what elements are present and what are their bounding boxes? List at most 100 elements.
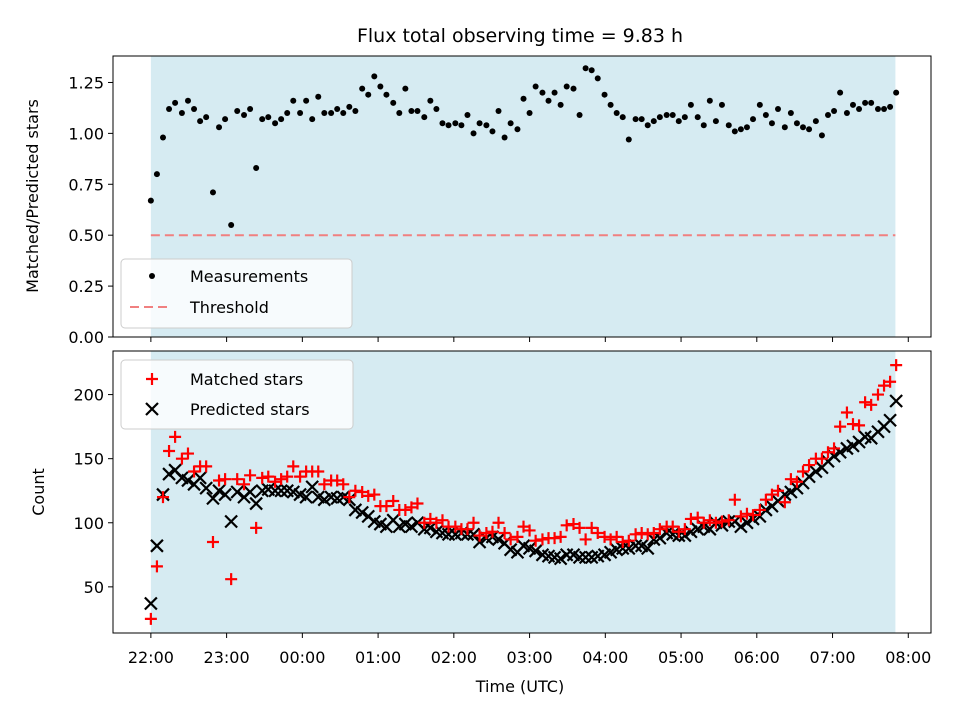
bottom-x-ticks: 22:00 23:00 00:00 01:00 02:00 03:00 04:00 05:00… — [128, 633, 931, 667]
matched-star-point — [418, 516, 431, 529]
matched-star-point — [486, 525, 499, 538]
matched-star-point — [362, 489, 375, 502]
bottom-legend: Matched stars Predicted stars — [120, 359, 354, 430]
measurement-point — [768, 120, 775, 127]
x-tick-label: 01:00 — [355, 648, 401, 667]
matched-star-point — [784, 473, 797, 486]
matched-star-point — [591, 527, 604, 540]
predicted-star-point — [218, 487, 232, 502]
x-tick-label: 07:00 — [809, 648, 855, 667]
measurement-point — [209, 189, 216, 196]
measurement-point — [545, 97, 552, 104]
matched-star-point — [262, 470, 275, 483]
measurement-point — [216, 124, 223, 131]
matched-star-point — [461, 523, 474, 536]
measurement-point — [806, 126, 813, 133]
matched-star-point — [709, 516, 722, 529]
bottom-panel: 50 100 150 200 22:00 23:00 00:00 01:00 02:00 03:… — [29, 350, 932, 696]
matched-star-point — [368, 488, 381, 501]
measurement-point — [520, 95, 527, 102]
measurement-point — [359, 85, 366, 92]
matched-star-point — [250, 521, 263, 534]
x-tick-label: 04:00 — [582, 648, 628, 667]
measurement-point — [433, 105, 440, 112]
matched-star-point — [840, 406, 853, 419]
chart-title: Flux total observing time = 9.83 h — [357, 25, 683, 47]
legend-matched-label: Matched stars — [190, 370, 303, 389]
top-y-tick-label: 1.25 — [68, 73, 104, 92]
predicted-star-point — [305, 480, 319, 494]
matched-star-point — [244, 469, 257, 482]
predicted-star-point — [355, 505, 369, 520]
measurement-point — [309, 116, 316, 123]
measurement-point — [346, 103, 353, 110]
matched-star-point — [511, 530, 524, 543]
measurement-point — [607, 101, 614, 108]
measurement-point — [507, 120, 514, 127]
predicted-star-point — [249, 496, 263, 511]
bottom-panel-frame — [112, 350, 932, 634]
measurement-point — [532, 83, 539, 90]
matched-star-point — [144, 612, 157, 625]
predicted-star-point — [472, 535, 487, 549]
matched-star-point — [703, 514, 716, 527]
measurement-point — [228, 222, 235, 229]
predicted-star-point — [553, 551, 568, 566]
top-y-tick-label: 0.25 — [68, 277, 104, 296]
matched-star-point — [691, 511, 704, 524]
predicted-star-point — [809, 464, 823, 479]
bottom-y-tick-label: 150 — [73, 450, 104, 469]
matched-star-point — [778, 496, 791, 509]
matched-star-point — [287, 460, 300, 473]
measurement-point — [514, 126, 521, 133]
measurement-point — [594, 75, 601, 82]
bottom-y-tick-label: 50 — [84, 578, 104, 597]
measurement-point — [253, 164, 260, 171]
predicted-star-point — [759, 503, 773, 517]
predicted-star-point — [615, 541, 630, 556]
measurement-point — [700, 122, 707, 129]
matched-star-point — [834, 420, 847, 433]
x-tick-label: 02:00 — [431, 648, 477, 667]
x-tick-label: 22:00 — [128, 648, 174, 667]
measurement-point — [818, 132, 825, 139]
measurement-point — [402, 85, 409, 92]
measurement-point — [831, 107, 838, 114]
top-legend-box — [120, 258, 353, 329]
predicted-star-point — [299, 490, 313, 504]
matched-star-point — [678, 523, 691, 536]
predicted-star-point — [199, 481, 213, 495]
predicted-star-point — [528, 544, 543, 558]
predicted-star-point — [653, 531, 667, 545]
measurement-point — [303, 97, 310, 104]
measurement-point — [557, 101, 564, 108]
measurement-point — [663, 112, 670, 119]
x-tick-label: 06:00 — [734, 648, 780, 667]
measurement-point — [396, 110, 403, 117]
measurement-point — [644, 122, 651, 129]
measurement-point — [334, 105, 341, 112]
matched-star-point — [387, 494, 400, 507]
measurement-point — [203, 114, 210, 121]
measurement-point — [352, 107, 359, 114]
matched-star-point — [156, 491, 169, 504]
measurement-point — [464, 112, 471, 119]
matched-star-point — [405, 501, 418, 514]
legend-matched-marker — [146, 373, 158, 385]
measurement-point — [718, 101, 725, 108]
measurement-point — [775, 105, 782, 112]
matched-star-point — [790, 475, 803, 488]
matched-star-point — [622, 534, 635, 547]
matched-star-point — [349, 484, 362, 497]
top-panel: 0.00 0.25 0.50 0.75 1.00 1.25 Matched/Predict… — [23, 55, 932, 347]
measurement-point — [476, 120, 483, 127]
measurement-point — [613, 110, 620, 117]
measurement-point — [656, 114, 663, 121]
measurement-point — [184, 97, 191, 104]
matched-star-point — [275, 473, 288, 486]
predicted-star-point — [144, 596, 158, 611]
matched-star-point — [318, 478, 331, 491]
matched-star-point — [728, 493, 741, 506]
measurement-point — [787, 110, 794, 117]
